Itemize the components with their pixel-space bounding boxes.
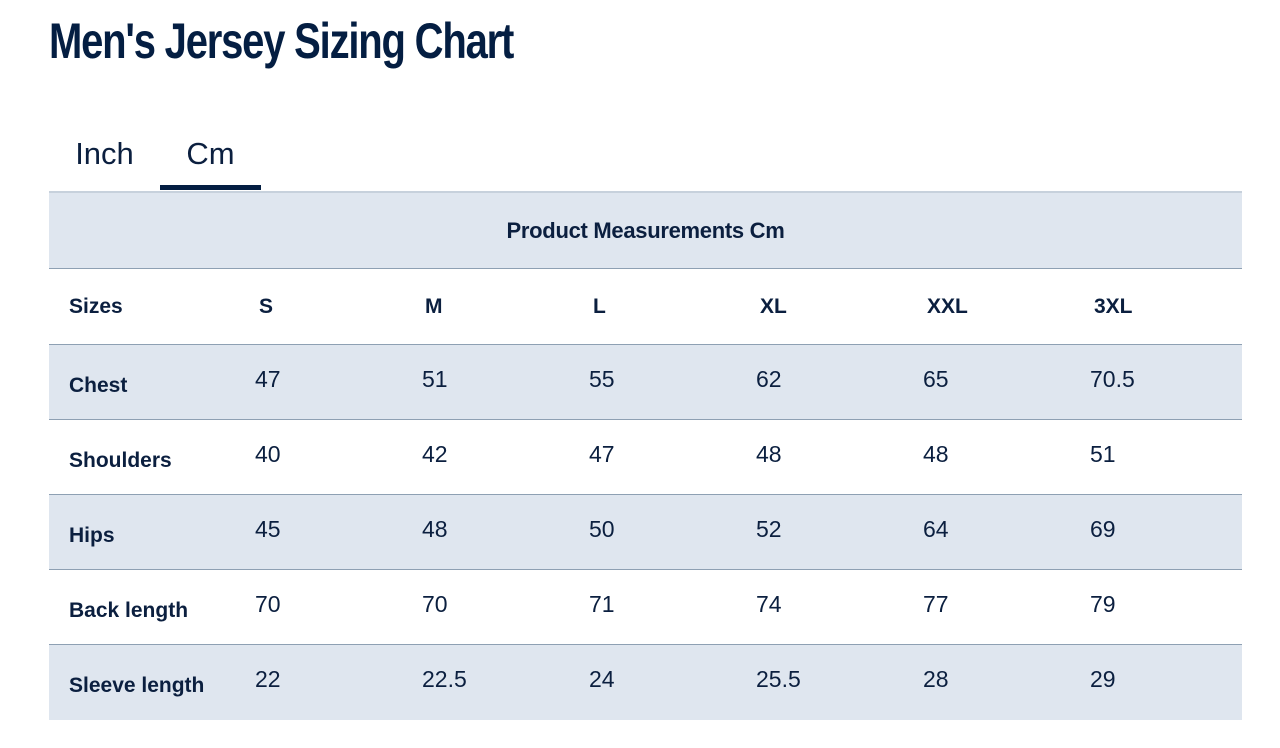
table-caption: Product Measurements Cm	[49, 193, 1243, 269]
row-label-hips: Hips	[49, 494, 237, 570]
table-cell: 48	[738, 419, 905, 495]
table-cell: 70	[404, 569, 571, 645]
table-cell: 28	[905, 644, 1072, 720]
table-cell: 48	[905, 419, 1072, 495]
table-row: Sleeve length 22 22.5 24 25.5 28 29	[49, 644, 1243, 720]
table-cell: 77	[905, 569, 1072, 645]
row-label-chest: Chest	[49, 344, 237, 420]
tab-inch[interactable]: Inch	[49, 118, 160, 190]
table-row: Back length 70 70 71 74 77 79	[49, 569, 1243, 645]
table-caption-row: Product Measurements Cm	[49, 193, 1243, 269]
table-cell: 47	[237, 344, 404, 420]
table-cell: 51	[1072, 419, 1243, 495]
table-cell: 42	[404, 419, 571, 495]
table-cell: 64	[905, 494, 1072, 570]
column-header-size: XL	[738, 268, 905, 345]
table-cell: 69	[1072, 494, 1243, 570]
table-cell: 45	[237, 494, 404, 570]
table-cell: 55	[571, 344, 738, 420]
table-cell: 22.5	[404, 644, 571, 720]
column-header-size: S	[237, 268, 404, 345]
table-cell: 70	[237, 569, 404, 645]
table-cell: 48	[404, 494, 571, 570]
table-row: Chest 47 51 55 62 65 70.5	[49, 344, 1243, 420]
row-label-shoulders: Shoulders	[49, 419, 237, 495]
table-cell: 65	[905, 344, 1072, 420]
table-header-row: Sizes S M L XL XXL 3XL	[49, 268, 1243, 345]
tab-inch-label: Inch	[75, 136, 134, 171]
row-label-sleeve-length: Sleeve length	[49, 644, 237, 720]
column-header-size: M	[404, 268, 571, 345]
table-row: Shoulders 40 42 47 48 48 51	[49, 419, 1243, 495]
row-label-back-length: Back length	[49, 569, 237, 645]
table-cell: 74	[738, 569, 905, 645]
table-row: Hips 45 48 50 52 64 69	[49, 494, 1243, 570]
table-cell: 79	[1072, 569, 1243, 645]
tab-cm-label: Cm	[186, 136, 235, 171]
table-cell: 71	[571, 569, 738, 645]
table-cell: 29	[1072, 644, 1243, 720]
table-cell: 24	[571, 644, 738, 720]
column-header-size: 3XL	[1072, 268, 1243, 345]
tabs-divider	[49, 191, 1242, 193]
table-cell: 40	[237, 419, 404, 495]
table-cell: 70.5	[1072, 344, 1243, 420]
table-cell: 22	[237, 644, 404, 720]
tab-cm[interactable]: Cm	[160, 118, 261, 190]
table-cell: 62	[738, 344, 905, 420]
table-cell: 25.5	[738, 644, 905, 720]
table-cell: 51	[404, 344, 571, 420]
table-cell: 52	[738, 494, 905, 570]
table-cell: 50	[571, 494, 738, 570]
column-header-size: XXL	[905, 268, 1072, 345]
column-header-sizes: Sizes	[49, 268, 237, 345]
column-header-size: L	[571, 268, 738, 345]
unit-tabs: Inch Cm	[49, 118, 1242, 192]
size-chart-table: Product Measurements Cm Sizes S M L XL X…	[49, 193, 1243, 720]
table-cell: 47	[571, 419, 738, 495]
page-title: Men's Jersey Sizing Chart	[49, 13, 514, 69]
